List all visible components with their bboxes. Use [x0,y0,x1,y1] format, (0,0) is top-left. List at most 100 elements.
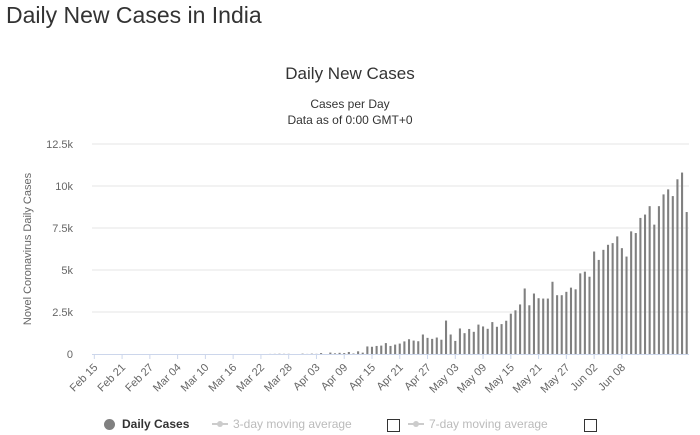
page-title: Daily New Cases in India [6,2,262,28]
bar [449,334,452,354]
bar [569,287,573,354]
bar [616,236,619,354]
bar [630,231,633,354]
x-tick-label: May 15 [483,362,517,396]
bar [421,334,424,354]
bar [602,249,605,354]
checkbox-3day-average[interactable] [387,419,400,432]
bar [384,343,387,354]
bar [519,304,522,354]
bar [579,273,582,354]
x-tick-label: Mar 22 [234,362,267,395]
bar [551,281,554,354]
x-tick-label: Feb 27 [123,362,156,395]
bar [417,341,420,354]
bar [657,206,660,354]
bar [653,224,656,354]
bar [444,320,448,354]
legend-label-7day: 7-day moving average [429,417,548,431]
x-tick-label: May 09 [455,362,489,396]
bar [546,298,549,354]
bar [458,328,461,354]
bar [593,251,596,354]
bar [634,233,637,354]
bar [380,345,383,354]
x-tick-label: Jun 08 [596,362,628,394]
bar [435,337,438,354]
y-tick-label: 2.5k [52,307,73,319]
legend-3day-average[interactable]: 3-day moving average [212,414,352,434]
bar [398,343,401,354]
chart-legend: Daily Cases 3-day moving average 7-day m… [0,414,700,434]
bar [472,331,475,354]
bar [560,295,563,354]
bar [514,310,517,354]
bar [574,289,577,354]
legend-label-daily-cases: Daily Cases [122,417,190,431]
bar [491,322,494,354]
bar [394,344,397,354]
bar [667,189,670,354]
bar [495,326,498,354]
bar [426,337,429,354]
y-tick-label: 12.5k [46,139,73,151]
bar [606,244,610,354]
legend-label-3day: 3-day moving average [233,417,352,431]
x-tick-label: Jun 02 [568,362,600,394]
bar [431,338,434,354]
x-tick-label: Mar 04 [151,362,184,395]
bar [403,341,406,354]
x-tick-label: Apr 15 [347,362,378,393]
x-tick-label: Apr 21 [374,362,405,393]
bar [532,293,536,354]
bar [347,351,350,354]
x-tick-label: Mar 16 [207,362,240,395]
bar [542,298,545,354]
legend-7day-average[interactable]: 7-day moving average [408,414,548,434]
bar [389,345,392,354]
bar [412,340,415,354]
bar [333,353,337,354]
y-tick-label: 10k [55,181,73,193]
bar [343,353,346,354]
bar [639,217,642,354]
x-tick-label: Mar 10 [179,362,212,395]
y-tick-label: 0 [67,349,73,361]
chart-title: Daily New Cases [285,64,415,83]
checkbox-7day-average[interactable] [584,419,597,432]
bar [565,291,568,354]
bar [509,313,512,354]
y-axis-title: Novel Coronavirus Daily Cases [22,172,34,325]
bar [454,340,457,354]
bar [676,179,679,354]
x-tick-label: Feb 15 [68,362,101,395]
bar [505,320,508,354]
bar [556,295,559,354]
bar [583,271,586,354]
bar [685,212,688,354]
legend-line-icon [212,421,228,427]
x-tick-label: Mar 28 [262,362,295,395]
bar [468,328,471,354]
bar [662,194,665,354]
chart-data-date: Data as of 0:00 GMT+0 [287,113,413,127]
y-tick-label: 7.5k [52,223,73,235]
bar [463,333,466,354]
x-tick-label: May 21 [511,362,545,396]
bar [407,339,411,354]
bar [528,305,531,354]
bar [338,352,341,354]
legend-line-icon [408,421,424,427]
chart-subtitle: Cases per Day [310,97,390,111]
bar [523,288,526,354]
x-tick-label: Apr 03 [291,362,322,393]
bar [440,339,443,354]
bar [611,243,614,354]
x-tick-label: Feb 21 [95,362,128,395]
x-tick-label: May 03 [427,362,461,396]
bar [643,214,647,354]
bar [357,351,360,354]
bar [625,256,628,354]
legend-daily-cases[interactable]: Daily Cases [104,414,189,434]
bar [671,196,674,354]
